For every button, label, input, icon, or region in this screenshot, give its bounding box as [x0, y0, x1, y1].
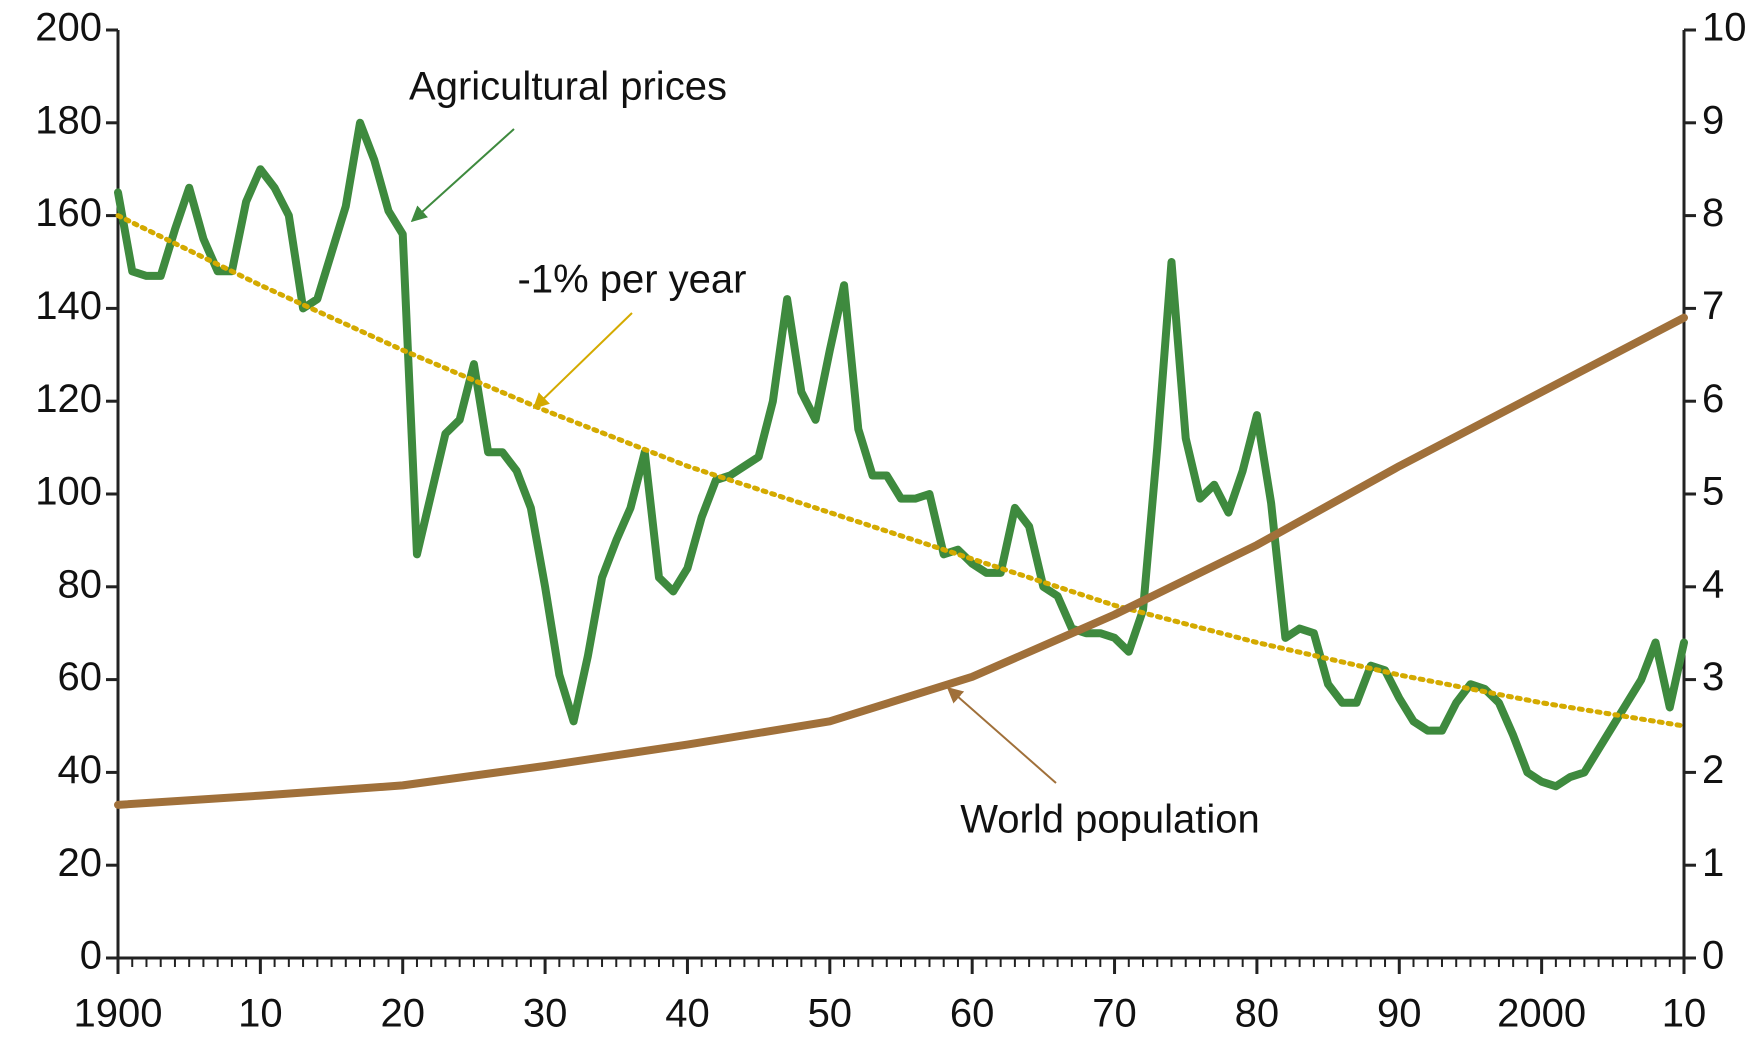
y-tick-label: 60: [58, 655, 103, 699]
trend-line: [115, 213, 1687, 729]
y-tick-label: 40: [58, 748, 103, 792]
x-tick-label: 20: [380, 992, 425, 1036]
y2-tick-label: 0: [1702, 934, 1724, 978]
y2-tick-label: 5: [1702, 470, 1724, 514]
y-tick-label: 120: [35, 377, 102, 421]
population-line: [114, 313, 1688, 809]
y2-tick-label: 10: [1702, 6, 1747, 50]
x-tick-label: 60: [950, 992, 995, 1036]
x-tick-label: 10: [1662, 992, 1707, 1036]
y-tick-label: 140: [35, 284, 102, 328]
annotation-arrow: [532, 312, 633, 410]
x-tick-label: 2000: [1497, 992, 1586, 1036]
annotation-arrow: [946, 686, 1057, 784]
series-label: -1% per year: [518, 258, 747, 302]
price-line: [114, 118, 1688, 791]
y-tick-label: 160: [35, 191, 102, 235]
y2-tick-label: 6: [1702, 377, 1724, 421]
series-label: World population: [960, 798, 1259, 842]
series-label: Agricultural prices: [409, 65, 727, 109]
x-tick-label: 90: [1377, 992, 1422, 1036]
x-tick-label: 10: [238, 992, 283, 1036]
x-tick-label: 30: [523, 992, 568, 1036]
x-tick-label: 80: [1235, 992, 1280, 1036]
y-tick-label: 20: [58, 841, 103, 885]
x-tick-label: 70: [1092, 992, 1137, 1036]
y-tick-label: 200: [35, 6, 102, 50]
annotation-arrow: [410, 128, 515, 223]
y2-tick-label: 7: [1702, 284, 1724, 328]
y2-tick-label: 1: [1702, 841, 1724, 885]
x-tick-label: 1900: [74, 992, 163, 1036]
y2-tick-label: 2: [1702, 748, 1724, 792]
y2-tick-label: 4: [1702, 562, 1724, 606]
y-tick-label: 80: [58, 562, 103, 606]
y2-tick-label: 9: [1702, 98, 1724, 142]
y-tick-label: 180: [35, 98, 102, 142]
y-tick-label: 0: [80, 934, 102, 978]
x-tick-label: 40: [665, 992, 710, 1036]
y2-tick-label: 3: [1702, 655, 1724, 699]
x-tick-label: 50: [808, 992, 853, 1036]
y2-tick-label: 8: [1702, 191, 1724, 235]
y-tick-label: 100: [35, 470, 102, 514]
